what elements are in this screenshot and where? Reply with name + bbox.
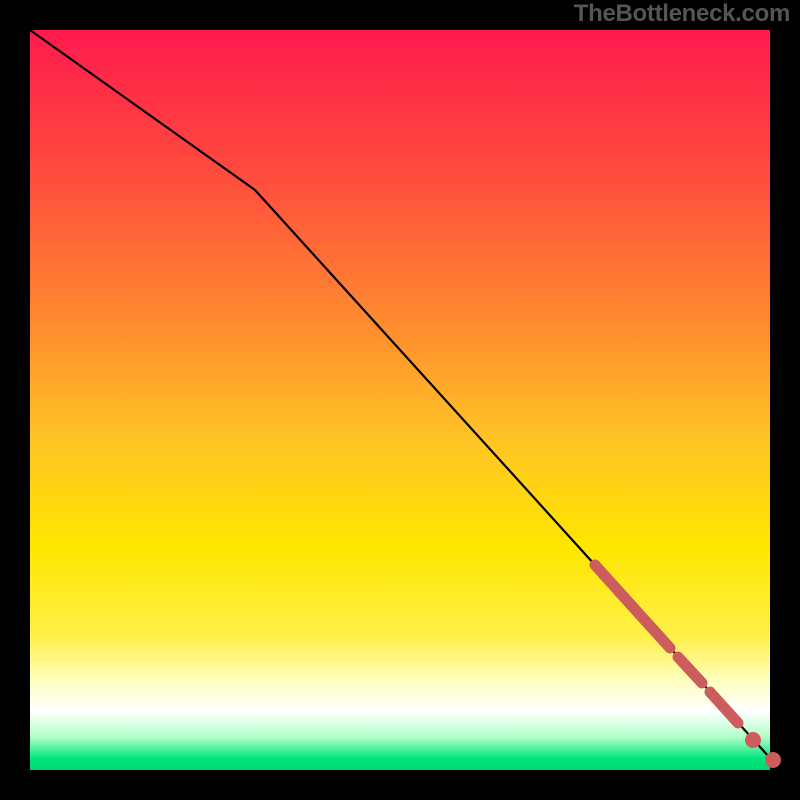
chart-svg	[0, 0, 800, 800]
plot-area	[30, 30, 770, 770]
stage: TheBottleneck.com	[0, 0, 800, 800]
watermark-text: TheBottleneck.com	[574, 0, 790, 28]
